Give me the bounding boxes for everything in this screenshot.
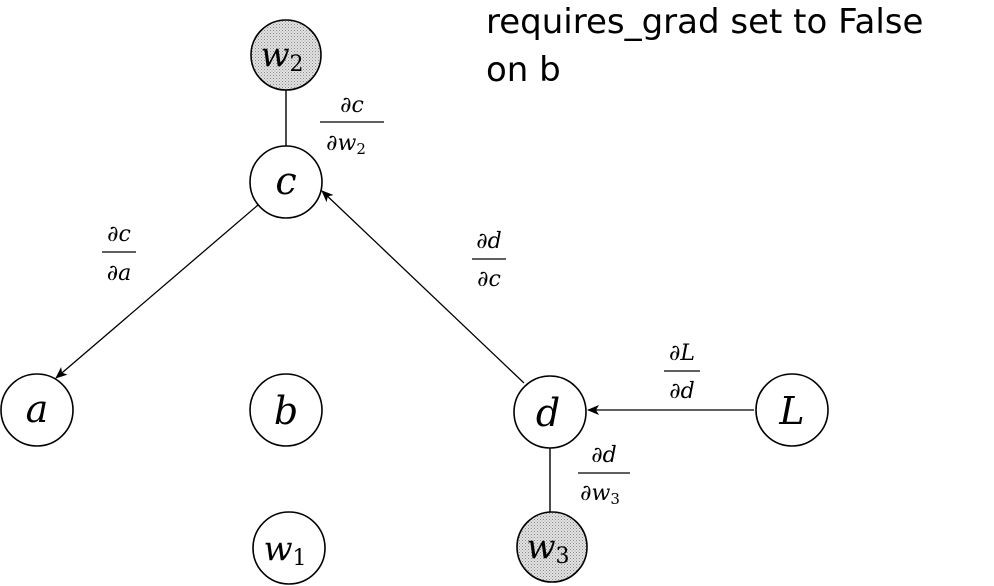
svg-text:∂w3: ∂w3	[580, 481, 620, 508]
svg-text:w2: w2	[260, 35, 303, 77]
grad-dc-dw2-denominator-subscript: 2	[356, 140, 366, 158]
grad-dc-dw2: ∂c ∂w2	[320, 93, 384, 158]
grad-dc-da-denominator: ∂a	[107, 261, 132, 286]
svg-text:∂w2: ∂w2	[326, 131, 366, 158]
node-w2: w2	[250, 19, 322, 91]
node-w3-subscript: 3	[556, 544, 570, 569]
node-w1: w1	[252, 511, 326, 585]
node-w3-symbol: w	[526, 527, 555, 567]
node-d: d	[513, 375, 587, 449]
edge-d-to-c-arrow	[321, 190, 525, 384]
node-d-label: d	[536, 391, 560, 435]
node-b-label: b	[274, 389, 298, 433]
svg-text:w1: w1	[263, 529, 306, 571]
node-w2-symbol: w	[260, 35, 289, 75]
grad-dd-dc-denominator: ∂c	[477, 267, 501, 292]
node-w1-subscript: 1	[293, 546, 307, 571]
grad-dd-dc-numerator: ∂d	[476, 229, 501, 254]
node-c-label: c	[275, 159, 296, 203]
grad-dL-dd-denominator: ∂d	[669, 379, 694, 404]
grad-dd-dc: ∂d ∂c	[472, 229, 506, 292]
edge-c-to-a-arrow	[55, 204, 259, 379]
grad-dd-dw3-numerator: ∂d	[591, 443, 616, 468]
node-a-label: a	[26, 387, 49, 431]
grad-dc-da-numerator: ∂c	[107, 222, 131, 247]
diagram-heading: requires_grad set to False on b	[486, 0, 992, 94]
svg-text:w3: w3	[526, 527, 569, 569]
grad-dd-dw3-denominator-subscript: 3	[610, 490, 620, 508]
grad-dd-dw3-denominator: ∂w	[580, 481, 610, 506]
node-w2-subscript: 2	[290, 52, 304, 77]
grad-dL-dd: ∂L ∂d	[664, 341, 700, 404]
node-c: c	[249, 145, 323, 219]
heading-line-1: requires_grad set to False	[486, 2, 924, 42]
node-L: L	[755, 373, 829, 447]
grad-dc-dw2-numerator: ∂c	[340, 93, 364, 118]
node-w1-symbol: w	[263, 529, 292, 569]
grad-dc-dw2-denominator: ∂w	[326, 131, 356, 156]
grad-dL-dd-numerator: ∂L	[669, 341, 695, 366]
grad-dc-da: ∂c ∂a	[102, 222, 136, 286]
node-L-label: L	[778, 389, 804, 433]
heading-line-2: on b	[486, 50, 561, 90]
node-b: b	[249, 373, 323, 447]
grad-dd-dw3: ∂d ∂w3	[578, 443, 630, 508]
node-a: a	[0, 373, 74, 447]
node-w3: w3	[516, 511, 588, 583]
